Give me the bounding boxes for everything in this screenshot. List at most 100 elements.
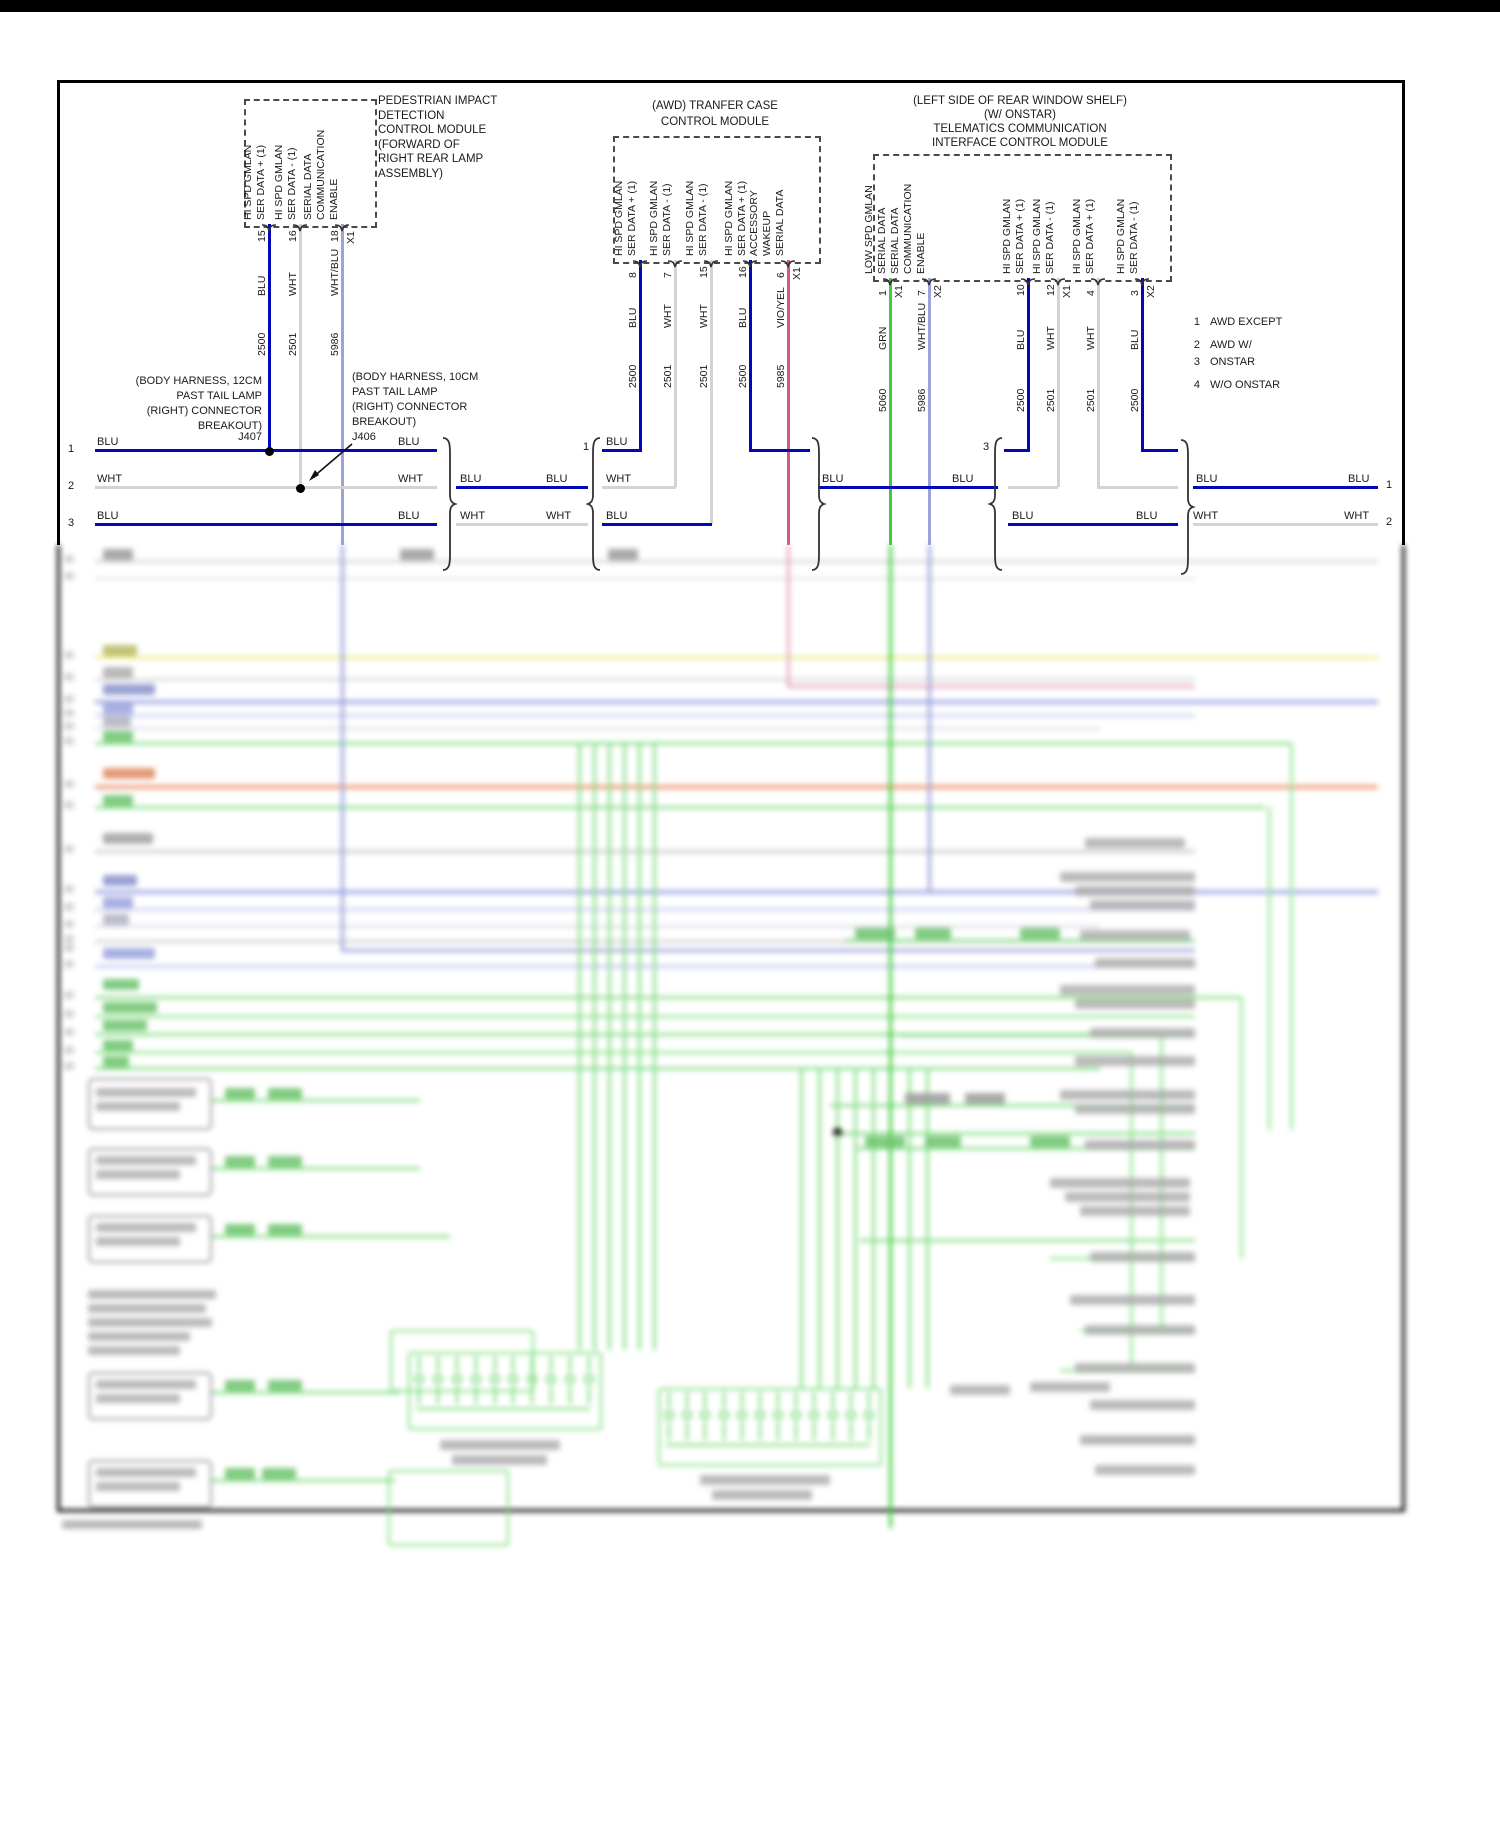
bus-label: 1: [1386, 479, 1393, 491]
wire-vertical: [748, 260, 752, 452]
pin-signal-label: HI SPD GMLAN: [1071, 198, 1083, 274]
legend-item-number: 4: [1193, 379, 1200, 391]
wire-horizontal: [1193, 486, 1378, 489]
junction-dot: [264, 446, 274, 456]
pin-signal-label: HI SPD GMLAN: [1001, 198, 1013, 274]
legend-item-label: AWD W/: [1210, 339, 1252, 351]
circuit-number: 2500: [1015, 388, 1027, 412]
wire-color-name: VIO/YEL: [775, 287, 787, 328]
legend-item-label: AWD EXCEPT: [1210, 316, 1283, 328]
circuit-number: 5060: [877, 388, 889, 412]
annotation-j407-line: BREAKOUT): [197, 420, 262, 432]
annotation-j406-line: J406: [352, 431, 376, 443]
annotation-j407-code: J407: [238, 431, 262, 443]
bus-label: BLU: [398, 510, 420, 522]
circuit-number: 2500: [737, 364, 749, 388]
wire-color-name: WHT: [1085, 326, 1097, 350]
module-title-transfer_case: CONTROL MODULE: [660, 116, 770, 128]
wire-horizontal: [1141, 449, 1178, 452]
wire-color-name: BLU: [1129, 329, 1141, 350]
annotation-j406-line: (RIGHT) CONNECTOR: [352, 401, 468, 413]
sheet-border-right: [1402, 80, 1405, 545]
wire-vertical: [298, 224, 302, 487]
module-title-pedestrian: PEDESTRIAN IMPACT: [378, 95, 498, 107]
bus-label: BLU: [1196, 473, 1218, 485]
pin-signal-label: SER DATA - (1): [286, 147, 298, 220]
bus-label: WHT: [97, 473, 123, 485]
pin-connector-label: X1: [893, 285, 905, 298]
pin-number: 4: [1085, 290, 1097, 296]
circuit-number: 2501: [698, 364, 710, 388]
wire-horizontal: [95, 523, 437, 526]
bus-label: WHT: [460, 510, 486, 522]
wire-color-name: BLU: [737, 307, 749, 328]
annotation-j406-line: PAST TAIL LAMP: [352, 386, 438, 398]
pin-connector-label: X2: [1145, 285, 1157, 298]
bus-label: WHT: [546, 510, 572, 522]
wire-horizontal: [1097, 486, 1178, 489]
wire-vertical: [927, 278, 931, 545]
wire-color-name: WHT: [698, 304, 710, 328]
bus-label: WHT: [606, 473, 632, 485]
bus-label: BLU: [1136, 510, 1158, 522]
legend-item-number: 1: [1193, 316, 1200, 328]
pin-signal-label: SERIAL DATA: [889, 207, 901, 274]
bus-label: 1: [68, 443, 75, 455]
wire-vertical: [673, 260, 677, 487]
wire-vertical: [1056, 278, 1060, 487]
pin-signal-label: ENABLE: [328, 178, 340, 220]
wire-color-name: WHT: [662, 304, 674, 328]
bus-label: BLU: [460, 473, 482, 485]
module-title-pedestrian: ASSEMBLY): [378, 167, 443, 180]
annotation-j407-line: PAST TAIL LAMP: [176, 390, 262, 402]
wire-horizontal: [1004, 449, 1028, 452]
pin-signal-label: SERIAL DATA: [876, 207, 888, 274]
wire-horizontal: [1008, 486, 1058, 489]
circuit-number: 5986: [329, 332, 341, 356]
bus-label: BLU: [822, 473, 844, 485]
pin-connector-label: X2: [932, 285, 944, 298]
wire-vertical: [1140, 278, 1144, 452]
module-title-pedestrian: (FORWARD OF: [378, 138, 460, 151]
wire-horizontal: [602, 486, 676, 489]
legend-item-number: 3: [1193, 356, 1200, 368]
pin-number: 16: [737, 266, 749, 278]
pin-signal-label: SERIAL DATA: [774, 189, 786, 256]
pin-signal-label: SER DATA + (1): [626, 180, 638, 256]
pin-number: 12: [1045, 284, 1057, 296]
pin-signal-label: HI SPD GMLAN: [648, 180, 660, 256]
annotation-j406-line: BREAKOUT): [352, 416, 417, 428]
circuit-number: 2501: [1045, 388, 1057, 412]
pin-signal-label: HI SPD GMLAN: [1115, 198, 1127, 274]
circuit-number: 2501: [287, 332, 299, 356]
bus-label: BLU: [398, 436, 420, 448]
legend-item-number: 2: [1193, 339, 1200, 351]
module-title-telematics: (LEFT SIDE OF REAR WINDOW SHELF): [913, 95, 1127, 107]
annotation-j407-line: (BODY HARNESS, 12CM: [135, 375, 262, 387]
circuit-number: 2501: [1085, 388, 1097, 412]
pin-signal-label: SER DATA - (1): [1044, 201, 1056, 274]
circuit-number: 2500: [256, 332, 268, 356]
pin-signal-label: SER DATA + (1): [1014, 198, 1026, 274]
window-top-bar: [0, 0, 1500, 12]
bus-label: WHT: [1344, 510, 1370, 522]
wire-horizontal: [602, 449, 641, 452]
bus-label: 3: [68, 517, 75, 529]
pin-signal-label: SER DATA + (1): [255, 144, 267, 220]
pin-signal-label: WAKEUP: [761, 210, 773, 256]
module-title-pedestrian: CONTROL MODULE: [378, 124, 487, 136]
wire-horizontal: [602, 523, 712, 526]
junction-dot: [295, 483, 305, 493]
wire-vertical: [638, 260, 642, 452]
wire-horizontal: [749, 449, 810, 452]
wire-vertical: [709, 260, 713, 524]
wire-color-name: BLU: [1015, 329, 1027, 350]
sheet-border-left: [57, 80, 60, 545]
wire-horizontal: [818, 486, 998, 489]
pin-signal-label: ACCESSORY: [748, 190, 760, 256]
sheet-border-top: [57, 80, 1405, 83]
bus-label: BLU: [1012, 510, 1034, 522]
wire-color-name: WHT/BLU: [329, 248, 341, 296]
pin-signal-label: SER DATA - (1): [1128, 201, 1140, 274]
